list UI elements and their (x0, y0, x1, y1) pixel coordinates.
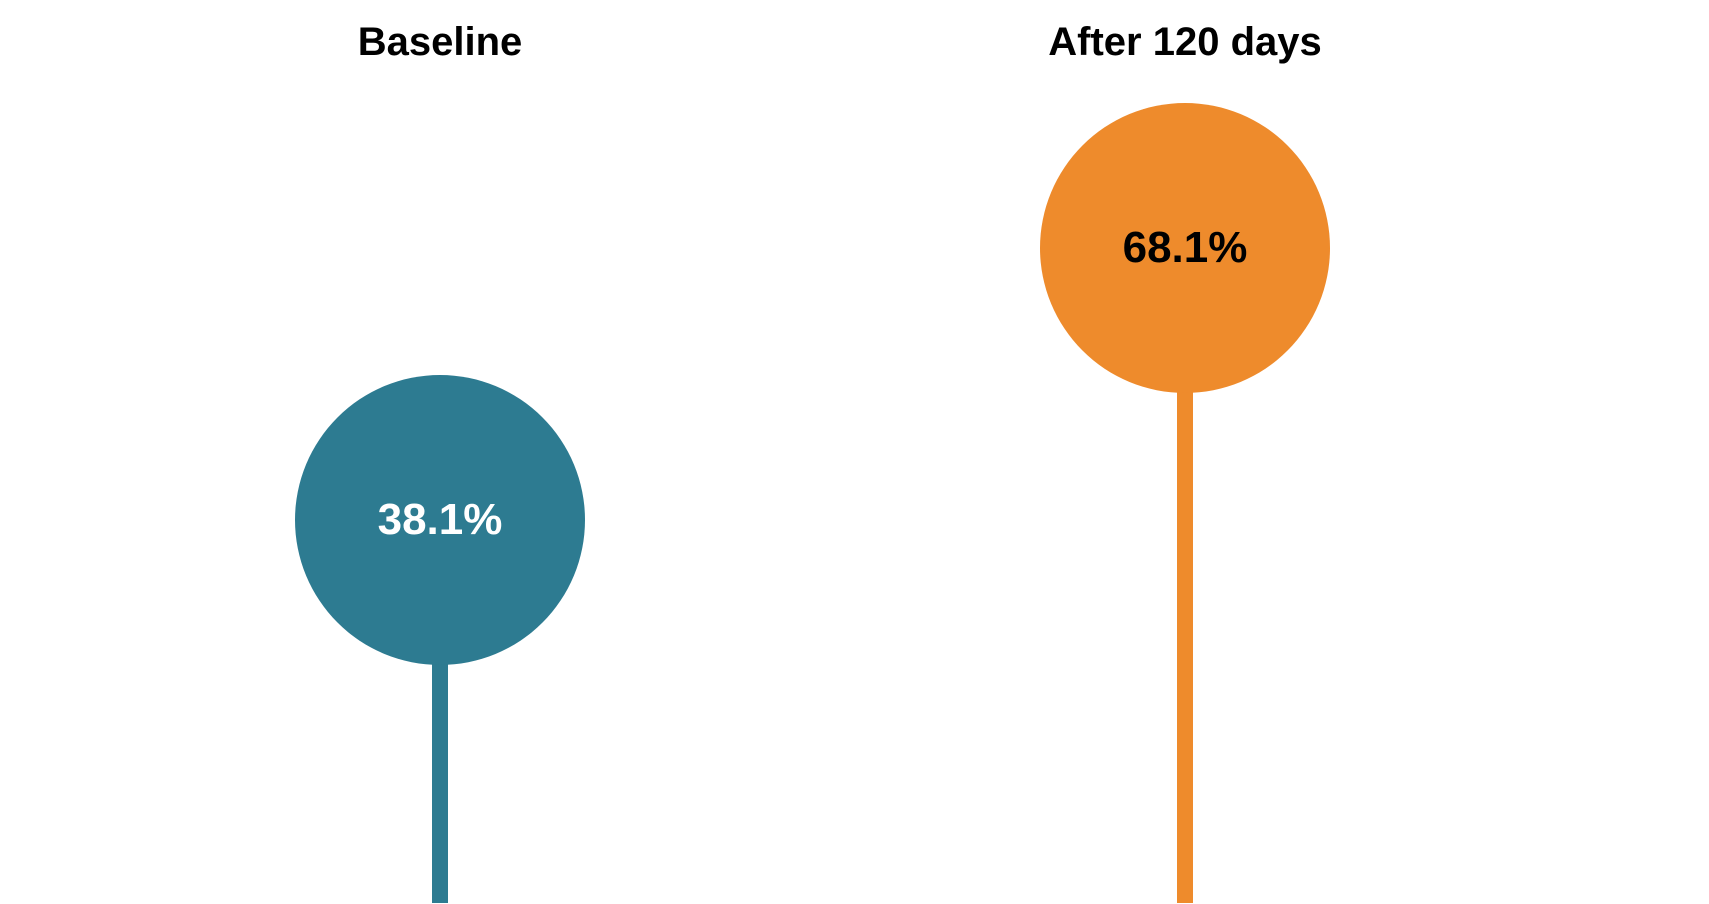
lollipop-title-after: After 120 days (1048, 20, 1321, 65)
lollipop-value-after: 68.1% (1123, 223, 1248, 273)
lollipop-stick-after (1177, 391, 1193, 903)
lollipop-after: After 120 days 68.1% (0, 0, 1709, 904)
lollipop-chart: Baseline 38.1% After 120 days 68.1% (0, 0, 1709, 904)
lollipop-circle-after: 68.1% (1040, 103, 1330, 393)
